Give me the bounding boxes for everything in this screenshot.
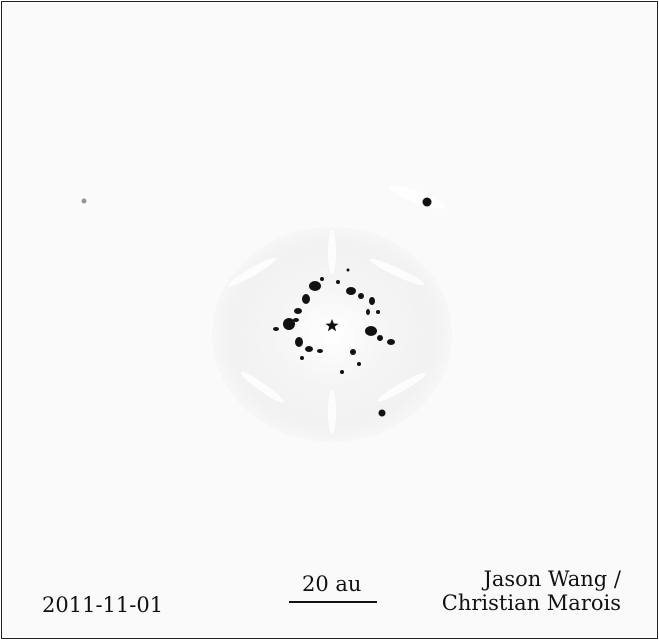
- planet-e: [378, 409, 386, 417]
- planet-b: [422, 197, 432, 207]
- credit-line-1: Jason Wang /: [483, 567, 621, 591]
- credit-line-2: Christian Marois: [441, 591, 621, 615]
- speckle-ring: [273, 268, 395, 374]
- image-credit: Jason Wang / Christian Marois: [442, 567, 621, 615]
- scale-label: 20 au: [302, 572, 362, 596]
- halo-streaks: [227, 185, 446, 434]
- scale-bar: [289, 601, 377, 603]
- planet-faint: [81, 198, 87, 204]
- star-marker-icon: [325, 319, 339, 332]
- date-label: 2011-11-01: [42, 593, 164, 617]
